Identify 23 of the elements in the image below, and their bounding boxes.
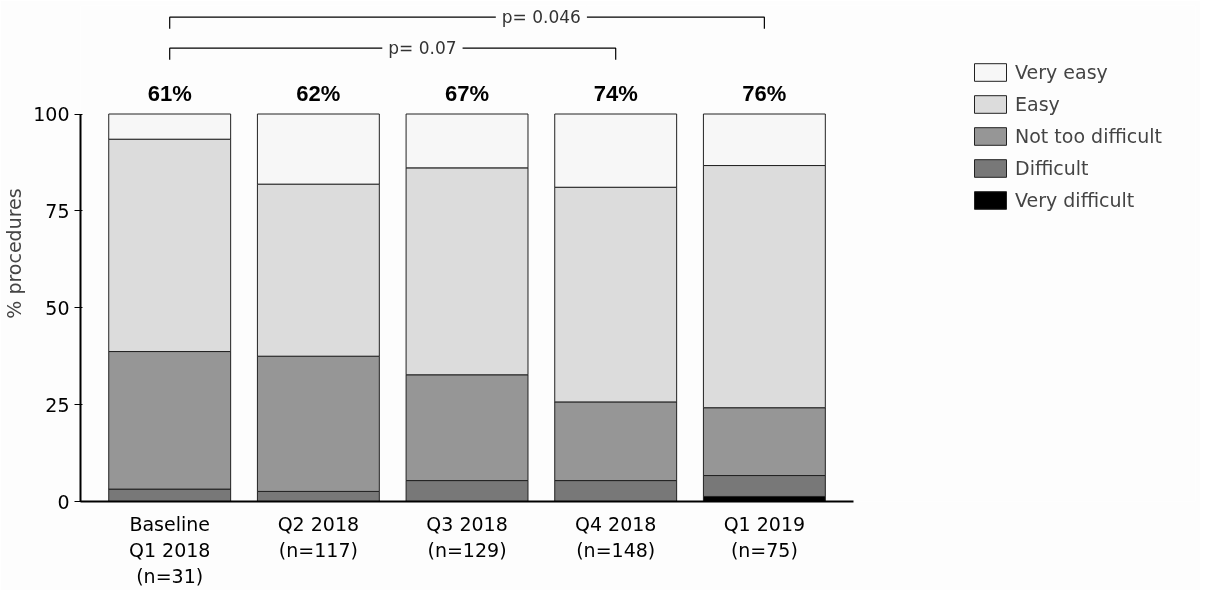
text: p= 0.07 — [388, 38, 457, 59]
legend-label: Easy — [1015, 93, 1060, 115]
legend-label: Difficult — [1015, 157, 1089, 179]
x-tick-label: Q4 2018 (n=148) — [574, 512, 657, 561]
y-tick-label: 50 — [45, 296, 70, 319]
legend-label: Not too difficult — [1015, 125, 1162, 147]
y-tick-label: 75 — [45, 199, 70, 222]
x-tick-label: Q1 2019 (n=75) — [723, 512, 806, 561]
annotation: 61% — [147, 81, 192, 106]
y-tick-label: 0 — [57, 490, 70, 513]
annotation: 62% — [296, 81, 341, 106]
annotation: 74% — [593, 81, 638, 106]
x-tick-label: Baseline Q1 2018 (n=31) — [128, 512, 211, 588]
annotation: 67% — [445, 81, 490, 106]
y-tick-label: 100 — [33, 103, 70, 125]
legend-label: Very difficult — [1015, 189, 1135, 211]
text: p= 0.046 — [501, 7, 581, 28]
x-tick-label: Q2 2018 (n=117) — [277, 512, 360, 561]
y-axis-title: % procedures — [3, 188, 26, 319]
legend-label: Very easy — [1015, 61, 1108, 83]
annotation: 76% — [742, 81, 787, 106]
y-tick-label: 25 — [45, 393, 70, 416]
x-tick-label: Q3 2018 (n=129) — [426, 512, 508, 561]
